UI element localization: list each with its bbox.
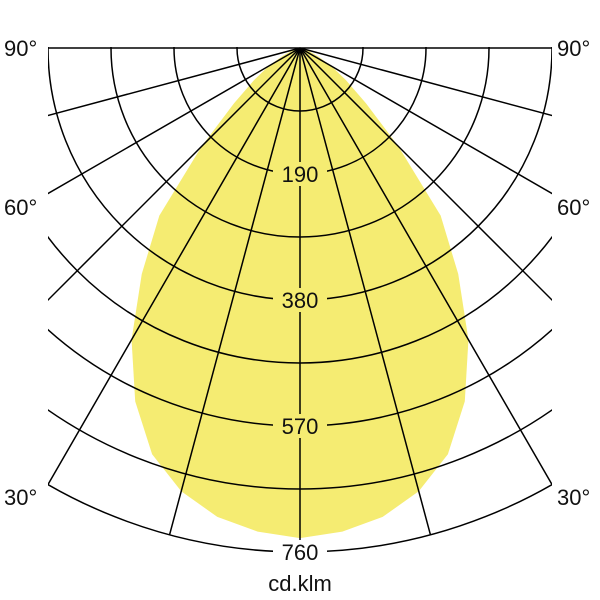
radial-tick-label: 760 (282, 540, 319, 565)
right-label-60: 60° (557, 195, 590, 220)
left-label-60: 60° (4, 195, 37, 220)
unit-label: cd.klm (268, 571, 332, 596)
grid-spoke (299, 47, 552, 195)
grid-spoke (299, 47, 552, 117)
radial-tick-label: 380 (282, 288, 319, 313)
grid-spoke (299, 47, 432, 536)
right-label-90: 90° (557, 36, 590, 61)
grid-spoke (48, 47, 301, 302)
grid-spoke (48, 47, 301, 117)
grid-spoke (299, 47, 552, 302)
tick-label-bg (273, 414, 327, 438)
tick-label-bg (273, 162, 327, 186)
tick-label-bg (273, 540, 327, 564)
left-label-90: 90° (4, 36, 37, 61)
grid-spoke (48, 47, 301, 195)
tick-label-bg (273, 288, 327, 312)
grid-spoke (168, 47, 301, 536)
radial-tick-label: 190 (282, 162, 319, 187)
radial-tick-label: 570 (282, 414, 319, 439)
left-label-30: 30° (4, 485, 37, 510)
grid-spoke (299, 47, 552, 485)
grid-spoke (48, 47, 301, 485)
right-label-30: 30° (557, 485, 590, 510)
